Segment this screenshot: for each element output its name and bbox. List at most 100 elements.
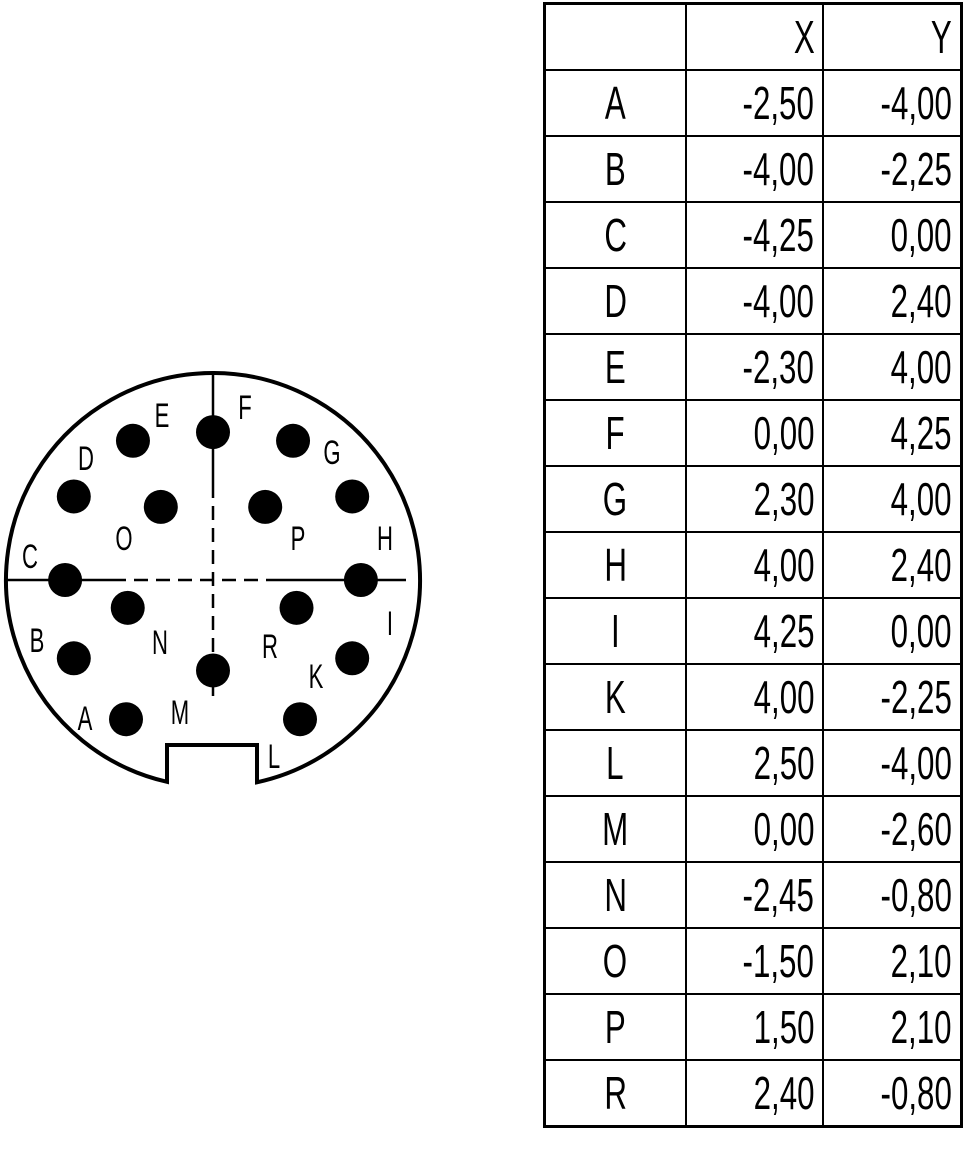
x-cell: X	[684, 2, 825, 71]
table-row: E -2,30 4,00	[543, 333, 963, 401]
table-row: A -2,50 -4,00	[543, 69, 963, 137]
pin-K	[335, 641, 370, 676]
cell-text: F	[605, 407, 625, 459]
cell-text: 0,00	[891, 605, 952, 657]
y-cell: Y	[822, 2, 963, 71]
cell-text: -2,50	[742, 77, 815, 129]
y-cell: -0,80	[822, 1059, 963, 1128]
cell-text: 2,40	[891, 275, 952, 327]
cell-text: 2,10	[891, 1001, 952, 1053]
pin-P	[248, 489, 283, 524]
cell-text: K	[604, 671, 626, 723]
y-cell: 2,40	[822, 267, 963, 335]
pin-label: R	[262, 628, 278, 666]
cell-text: D	[603, 275, 627, 327]
cell-text: 0,00	[753, 407, 815, 459]
cell-text: C	[603, 209, 627, 261]
table-row: G 2,30 4,00	[543, 465, 963, 533]
cell-text: -4,00	[742, 143, 815, 195]
cell-text: -2,60	[880, 803, 952, 855]
x-cell: -4,00	[684, 135, 825, 203]
x-cell: 1,50	[684, 993, 825, 1061]
pin-cell: G	[543, 465, 687, 533]
x-cell: -2,30	[684, 333, 825, 401]
pin-cell: I	[543, 597, 687, 665]
pin-cell: N	[543, 861, 687, 929]
cell-text: -2,25	[880, 143, 952, 195]
x-cell: 0,00	[684, 795, 825, 863]
pin-cell: O	[543, 927, 687, 995]
y-cell: 4,00	[822, 333, 963, 401]
cell-text: 0,00	[753, 803, 815, 855]
table-row: N -2,45 -0,80	[543, 861, 963, 929]
cell-text: N	[603, 869, 627, 921]
cell-text: P	[604, 1001, 626, 1053]
pin-A	[109, 702, 143, 737]
pin-cell: M	[543, 795, 687, 863]
cell-text: -2,30	[742, 341, 815, 393]
cell-text: -4,00	[880, 77, 952, 129]
cell-text: 2,40	[891, 539, 952, 591]
table-row: F 0,00 4,25	[543, 399, 963, 467]
cell-text: R	[603, 1067, 627, 1119]
pin-H	[335, 479, 370, 514]
x-cell: 0,00	[684, 399, 825, 467]
pin-O	[143, 489, 178, 524]
y-cell: -4,00	[822, 69, 963, 137]
x-cell: -2,50	[684, 69, 825, 137]
cell-text: B	[604, 143, 626, 195]
y-cell: 0,00	[822, 597, 963, 665]
pin-label: M	[171, 694, 189, 732]
cell-text: 4,25	[753, 605, 815, 657]
y-cell: -4,00	[822, 729, 963, 797]
cell-text: O	[603, 935, 628, 987]
table-row: K 4,00 -2,25	[543, 663, 963, 731]
cell-text: 1,50	[753, 1001, 815, 1053]
cell-text: G	[603, 473, 628, 525]
pin-I	[343, 563, 378, 597]
x-cell: 4,00	[684, 663, 825, 731]
cell-text: I	[610, 605, 620, 657]
pin-label: O	[115, 520, 132, 558]
y-cell: -2,25	[822, 663, 963, 731]
pin-cell: C	[543, 201, 687, 269]
x-cell: 2,50	[684, 729, 825, 797]
table-row: R 2,40 -0,80	[543, 1059, 963, 1128]
pin-cell: D	[543, 267, 687, 335]
pin-label: D	[78, 440, 94, 478]
pin-label-group: A B C D E F G H I K L MN O P R	[22, 389, 393, 776]
pin-label: H	[377, 520, 393, 558]
cell-text: Y	[931, 11, 952, 63]
cell-text: A	[604, 77, 626, 129]
cell-text: 4,00	[753, 539, 815, 591]
cell-text: 2,30	[753, 473, 815, 525]
pin-R	[279, 590, 314, 625]
cell-text: L	[606, 737, 624, 789]
pin-label: A	[78, 700, 93, 738]
x-cell: -2,45	[684, 861, 825, 929]
y-cell: -0,80	[822, 861, 963, 929]
y-cell: 0,00	[822, 201, 963, 269]
pin-cell: B	[543, 135, 687, 203]
pin-E	[115, 423, 150, 458]
pin-cell: A	[543, 69, 687, 137]
x-cell: 4,00	[684, 531, 825, 599]
table-row: D -4,00 2,40	[543, 267, 963, 335]
cell-text: 2,10	[891, 935, 952, 987]
cell-text: -0,80	[880, 869, 952, 921]
pin-label: E	[155, 397, 170, 435]
table-row: H 4,00 2,40	[543, 531, 963, 599]
y-cell: 2,10	[822, 927, 963, 995]
pin-cell: E	[543, 333, 687, 401]
y-cell: 2,40	[822, 531, 963, 599]
cell-text: 0,00	[891, 209, 952, 261]
pin-cell: K	[543, 663, 687, 731]
table-row: O -1,50 2,10	[543, 927, 963, 995]
pin-cell: P	[543, 993, 687, 1061]
pin-F	[196, 415, 230, 450]
cell-text: 4,00	[891, 473, 952, 525]
pin-M	[196, 653, 230, 688]
y-cell: 4,00	[822, 465, 963, 533]
pin-L	[283, 702, 317, 737]
y-cell: -2,60	[822, 795, 963, 863]
